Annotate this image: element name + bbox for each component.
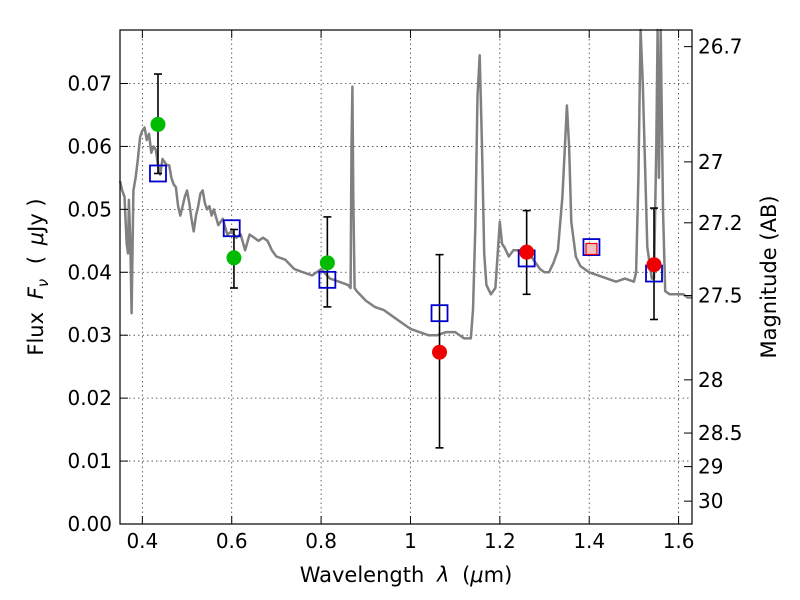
y-tick-label: 0.00: [67, 512, 112, 536]
x-tick-label: 0.6: [216, 529, 248, 553]
model-flux-square: [318, 270, 337, 289]
y-tick-label: 0.05: [67, 197, 112, 221]
y2-tick-label: 29: [698, 455, 723, 479]
infrared-data-point: [519, 244, 535, 260]
data-points-layer: [149, 73, 663, 449]
x-tick-label: 0.4: [126, 529, 158, 553]
y2-tick-label: 30: [698, 489, 723, 513]
x-tick-label: 1.2: [484, 529, 516, 553]
y2-tick-label: 26.7: [698, 35, 743, 59]
y-axis-label: Flux Fν ( μJy ): [24, 198, 53, 355]
grid: [120, 30, 692, 524]
y-tick-label: 0.01: [67, 449, 112, 473]
optical-data-point: [226, 250, 242, 266]
infrared-data-point: [432, 344, 448, 360]
y2-tick-label: 27.2: [698, 211, 743, 235]
y-tick-label: 0.02: [67, 386, 112, 410]
x-tick-label: 1.6: [663, 529, 695, 553]
plot-frame: [119, 29, 693, 525]
y-tick-label: 0.06: [67, 134, 112, 158]
y2-axis-label: Magnitude (AB): [757, 195, 781, 358]
x-tick-label: 1.4: [573, 529, 605, 553]
axes-ticks: 0.4 0.6 0.8 1 1.2 1.4 1.6 0.00 0.01 0.02 0.03 0.04 0…: [67, 30, 743, 553]
model-flux-square: [430, 304, 449, 323]
y-tick-label: 0.04: [67, 260, 112, 284]
model-spectrum-layer: [118, 28, 692, 340]
model-flux-square: [149, 164, 167, 183]
model-flux-square: [222, 219, 241, 238]
model-flux-square: [582, 238, 601, 257]
infrared-data-point-open: [585, 242, 598, 256]
model-spectrum-line: [118, 28, 692, 340]
y2-tick-label: 27: [698, 150, 723, 174]
x-tick-label: 0.8: [305, 529, 337, 553]
y-tick-label: 0.07: [67, 71, 112, 95]
optical-data-point: [319, 255, 335, 271]
y2-tick-label: 27.5: [698, 284, 743, 308]
infrared-data-point: [646, 257, 662, 273]
optical-data-point: [150, 116, 166, 132]
y-tick-label: 0.03: [67, 323, 112, 347]
y2-tick-label: 28: [698, 368, 723, 392]
y2-tick-label: 28.5: [698, 421, 743, 445]
x-tick-label: 1: [404, 529, 417, 553]
x-axis-label: Wavelength λ (μm): [300, 563, 513, 587]
